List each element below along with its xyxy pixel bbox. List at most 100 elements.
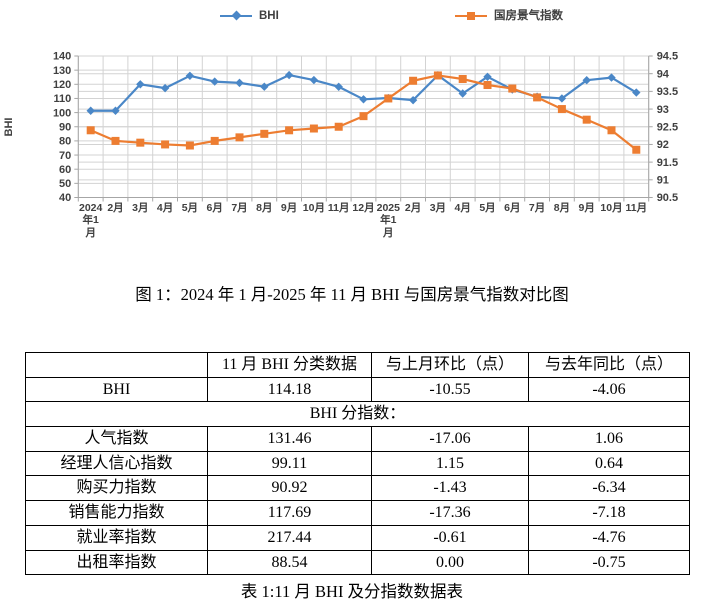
x-axis-label: 6月 (504, 202, 521, 214)
x-axis-label: 3月 (429, 202, 447, 214)
index-series-marker (632, 145, 641, 154)
secondary-y-axis-tick-label: 90.5 (657, 192, 678, 204)
y-axis-tick-label: 120 (53, 79, 71, 91)
y-axis-tick-label: 100 (53, 107, 71, 119)
cell-value: 131.46 (207, 426, 372, 452)
secondary-y-axis-tick-label: 94.5 (657, 51, 678, 63)
index-line-swatch-icon (455, 11, 487, 20)
cell-value: 114.18 (207, 376, 372, 403)
table-row-rental-rate: 出租率指数 88.54 0.00 -0.75 (25, 549, 690, 576)
legend-label-index: 国房景气指数 (494, 10, 563, 22)
cell-yoy: 1.06 (528, 426, 690, 452)
table-row-employment: 就业率指数 217.44 -0.61 -4.76 (25, 524, 690, 551)
index-series-marker (86, 126, 95, 135)
table-header-row: 11 月 BHI 分类数据 与上月环比（点） 与去年同比（点） (25, 352, 690, 378)
index-series-marker (285, 126, 294, 135)
index-series-marker (508, 84, 517, 93)
row-label: 人气指数 (25, 426, 208, 452)
cell-mom: -0.61 (371, 524, 529, 551)
bhi-series-marker (111, 106, 120, 115)
index-series-marker (483, 81, 492, 90)
x-axis-label: 3月 (132, 202, 149, 214)
bhi-series-marker (185, 71, 195, 81)
table-row-purchasing-power: 购买力指数 90.92 -1.43 -6.34 (25, 475, 690, 502)
subheader-label: BHI 分指数： (25, 401, 690, 428)
y-axis-tick-label: 40 (59, 192, 71, 204)
index-series-marker (309, 124, 318, 133)
bhi-series-marker (136, 80, 145, 89)
bhi-series-marker (483, 72, 492, 82)
cell-yoy: -4.06 (528, 376, 690, 403)
secondary-y-axis-tick-label: 94 (657, 68, 670, 80)
cell-yoy: 0.64 (528, 450, 690, 477)
cell-mom: -10.55 (371, 376, 529, 403)
row-label: 出租率指数 (25, 549, 208, 576)
index-series-marker (111, 136, 120, 145)
cell-value: 217.44 (207, 524, 372, 551)
cell-value: 99.11 (207, 450, 372, 477)
y-axis-tick-label: 60 (59, 164, 71, 176)
index-series-marker (384, 94, 393, 103)
secondary-y-axis-tick-label: 93 (657, 104, 669, 116)
header-cell-mom: 与上月环比（点） (371, 352, 529, 378)
secondary-y-axis-tick-label: 91 (657, 175, 669, 187)
index-series-marker (409, 76, 418, 85)
table-caption: 表 1:11 月 BHI 及分指数数据表 (240, 582, 464, 601)
bhi-series-marker (284, 70, 294, 80)
cell-mom: -17.06 (371, 426, 529, 452)
index-series-marker (161, 140, 170, 149)
y-axis-tick-label: 110 (54, 93, 72, 105)
secondary-y-axis-tick-label: 91.5 (657, 157, 678, 169)
bhi-series-marker (210, 77, 219, 86)
x-axis-label: 12月 (352, 202, 375, 214)
row-label: BHI (25, 376, 208, 403)
table-row-manager-confidence: 经理人信心指数 99.11 1.15 0.64 (25, 450, 690, 477)
x-axis-label: 8月 (256, 202, 273, 214)
y-axis-tick-label: 80 (59, 136, 71, 148)
index-series-marker (185, 141, 194, 150)
table-row-popularity: 人气指数 131.46 -17.06 1.06 (25, 426, 690, 452)
x-axis-label: 5月 (479, 202, 496, 214)
cell-value: 88.54 (207, 549, 372, 576)
x-axis-label: 9月 (578, 202, 595, 214)
index-series-marker (533, 93, 542, 102)
bhi-series-marker (160, 83, 170, 93)
row-label: 就业率指数 (25, 524, 208, 551)
cell-value: 90.92 (207, 475, 372, 502)
legend-label-bhi: BHI (259, 10, 279, 22)
cell-yoy: -4.76 (528, 524, 690, 551)
index-series-marker (458, 74, 467, 83)
cell-mom: 0.00 (371, 549, 529, 576)
bhi-series-marker (334, 82, 343, 91)
index-series-marker (334, 122, 343, 131)
bhi-series-marker (607, 73, 616, 82)
bhi-series-marker (260, 82, 269, 91)
secondary-y-axis-tick-label: 93.5 (657, 86, 678, 98)
bhi-series-marker (309, 75, 319, 85)
x-axis-label: 6月 (206, 202, 223, 214)
bhi-series-marker (359, 95, 368, 104)
bhi-series-marker (557, 94, 567, 103)
cell-mom: -1.43 (371, 475, 529, 502)
legend-item-index: 国房景气指数 (455, 8, 563, 24)
x-axis-label: 4月 (454, 202, 471, 214)
index-series-marker (582, 115, 591, 124)
x-axis-label: 4月 (156, 202, 174, 214)
bhi-series-marker (582, 75, 591, 85)
bhi-series-marker (458, 89, 467, 98)
row-label: 销售能力指数 (25, 500, 208, 526)
row-label: 购买力指数 (25, 475, 208, 502)
header-cell-monthly-data: 11 月 BHI 分类数据 (207, 352, 372, 378)
y-axis-tick-label: 140 (53, 51, 71, 63)
y-axis-title: BHI (3, 118, 15, 137)
bhi-data-table: 11 月 BHI 分类数据 与上月环比（点） 与去年同比（点） BHI 114.… (25, 352, 690, 576)
cell-mom: -17.36 (371, 500, 529, 526)
x-axis-label: 2025年1月 (376, 202, 400, 239)
x-axis-label: 11月 (625, 202, 648, 214)
index-series-marker (433, 71, 442, 80)
bhi-comparison-chart: BHI 国房景气指数 40 50 60 70 80 90 100 110 120 130 140 90… (0, 0, 704, 270)
x-axis-label: 7月 (528, 202, 546, 214)
secondary-y-axis-tick-label: 92 (657, 139, 669, 151)
index-series-marker (557, 105, 566, 114)
x-axis-label: 5月 (181, 202, 199, 214)
